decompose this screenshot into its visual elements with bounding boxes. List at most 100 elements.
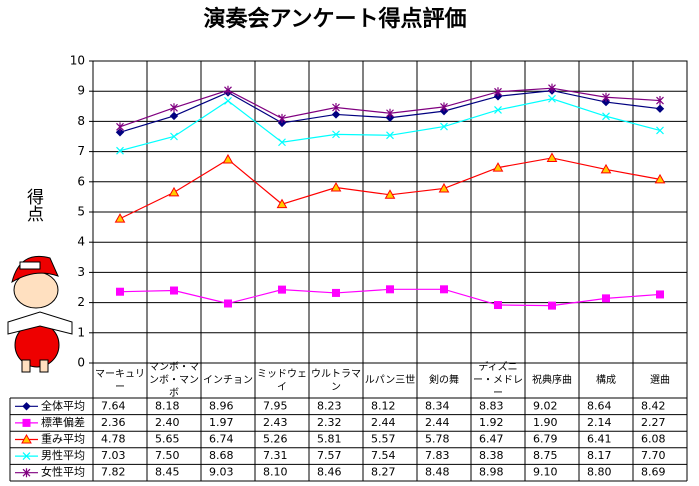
table-value: 5.81 xyxy=(317,433,342,446)
legend-label: 全体平均 xyxy=(41,398,85,412)
legend-label: 重み平均 xyxy=(41,432,85,446)
table-value: 8.42 xyxy=(641,399,666,412)
data-point xyxy=(440,285,448,294)
data-point xyxy=(602,92,610,102)
table-value: 8.69 xyxy=(641,466,666,479)
table-value: 8.68 xyxy=(209,449,234,462)
data-point xyxy=(655,104,665,113)
y-tick-label: 5 xyxy=(77,205,85,219)
category-label: マンボ・マンボ・マンボ xyxy=(149,362,199,399)
table-value: 2.14 xyxy=(587,416,612,429)
category-label: 剣の舞 xyxy=(429,375,459,386)
data-point xyxy=(656,126,664,135)
table-value: 7.31 xyxy=(263,449,288,462)
data-point xyxy=(656,96,664,106)
table-value: 8.12 xyxy=(371,399,396,412)
data-point xyxy=(224,96,232,105)
data-point xyxy=(494,105,502,114)
table-value: 7.64 xyxy=(101,399,126,412)
table-value: 8.34 xyxy=(425,399,450,412)
data-point xyxy=(440,122,448,131)
data-point xyxy=(169,111,179,121)
data-point xyxy=(114,213,126,223)
data-point xyxy=(654,173,666,184)
y-tick-label: 0 xyxy=(77,356,85,370)
data-point xyxy=(224,85,232,95)
table-value: 2.32 xyxy=(317,416,342,429)
data-point xyxy=(332,288,340,297)
table-value: 1.90 xyxy=(533,416,558,429)
data-point xyxy=(548,83,556,93)
legend-marker xyxy=(22,452,31,461)
table-value: 5.78 xyxy=(425,433,450,446)
data-point xyxy=(493,92,503,101)
data-point xyxy=(276,198,288,209)
y-tick-label: 4 xyxy=(77,235,85,249)
data-point xyxy=(386,131,394,140)
table-value: 5.26 xyxy=(263,433,288,446)
legend-marker xyxy=(22,402,31,411)
table-value: 9.10 xyxy=(533,466,558,479)
data-point xyxy=(331,110,341,119)
category-label: ルパン三世 xyxy=(364,375,416,386)
data-point xyxy=(602,112,610,121)
category-label: 祝典序曲 xyxy=(532,375,572,386)
table-value: 9.02 xyxy=(533,399,558,412)
category-label: 選曲 xyxy=(650,375,670,386)
data-point xyxy=(494,301,502,310)
table-value: 7.83 xyxy=(425,449,450,462)
data-point xyxy=(224,299,232,308)
data-point xyxy=(386,108,394,118)
y-tick-label: 6 xyxy=(77,174,85,188)
table-value: 8.23 xyxy=(317,399,342,412)
table-value: 8.75 xyxy=(533,449,558,462)
data-point xyxy=(440,102,448,112)
table-value: 8.10 xyxy=(263,466,288,479)
table-value: 8.45 xyxy=(155,466,180,479)
data-point xyxy=(438,182,450,193)
data-point xyxy=(332,130,340,139)
table-value: 8.27 xyxy=(371,466,396,479)
table-value: 6.47 xyxy=(479,433,504,446)
table-value: 5.65 xyxy=(155,433,180,446)
legend-label: 男性平均 xyxy=(41,448,85,462)
data-point xyxy=(278,113,286,123)
legend-marker xyxy=(22,418,31,427)
y-tick-label: 2 xyxy=(77,295,85,309)
table-value: 1.92 xyxy=(479,416,504,429)
mascot xyxy=(7,256,73,373)
table-value: 9.03 xyxy=(209,466,234,479)
table-value: 6.79 xyxy=(533,433,558,446)
legend-label: 標準偏差 xyxy=(41,415,85,429)
table-value: 8.48 xyxy=(425,466,450,479)
legend-marker xyxy=(21,433,32,444)
data-point xyxy=(116,287,124,296)
table-value: 8.18 xyxy=(155,399,180,412)
y-tick-label: 7 xyxy=(77,144,85,158)
table-value: 2.44 xyxy=(425,416,450,429)
table-value: 2.40 xyxy=(155,416,180,429)
table-value: 6.74 xyxy=(209,433,234,446)
table-value: 2.44 xyxy=(371,416,396,429)
legend-label: 女性平均 xyxy=(41,465,85,479)
data-point xyxy=(222,153,234,164)
data-point xyxy=(278,138,286,147)
table-value: 6.41 xyxy=(587,433,612,446)
table-value: 4.78 xyxy=(101,433,126,446)
data-point xyxy=(656,290,664,299)
data-point xyxy=(492,162,504,172)
data-point xyxy=(494,87,502,97)
data-point xyxy=(278,285,286,294)
y-tick-label: 3 xyxy=(77,265,85,279)
data-point xyxy=(386,285,394,294)
data-point xyxy=(548,301,556,310)
table-value: 7.95 xyxy=(263,399,288,412)
table-value: 7.03 xyxy=(101,449,126,462)
category-label: ミッドウェイ xyxy=(257,368,307,393)
data-point xyxy=(601,97,611,107)
category-label: インチョン xyxy=(203,375,253,386)
data-point xyxy=(170,286,178,295)
table-value: 6.08 xyxy=(641,433,666,446)
